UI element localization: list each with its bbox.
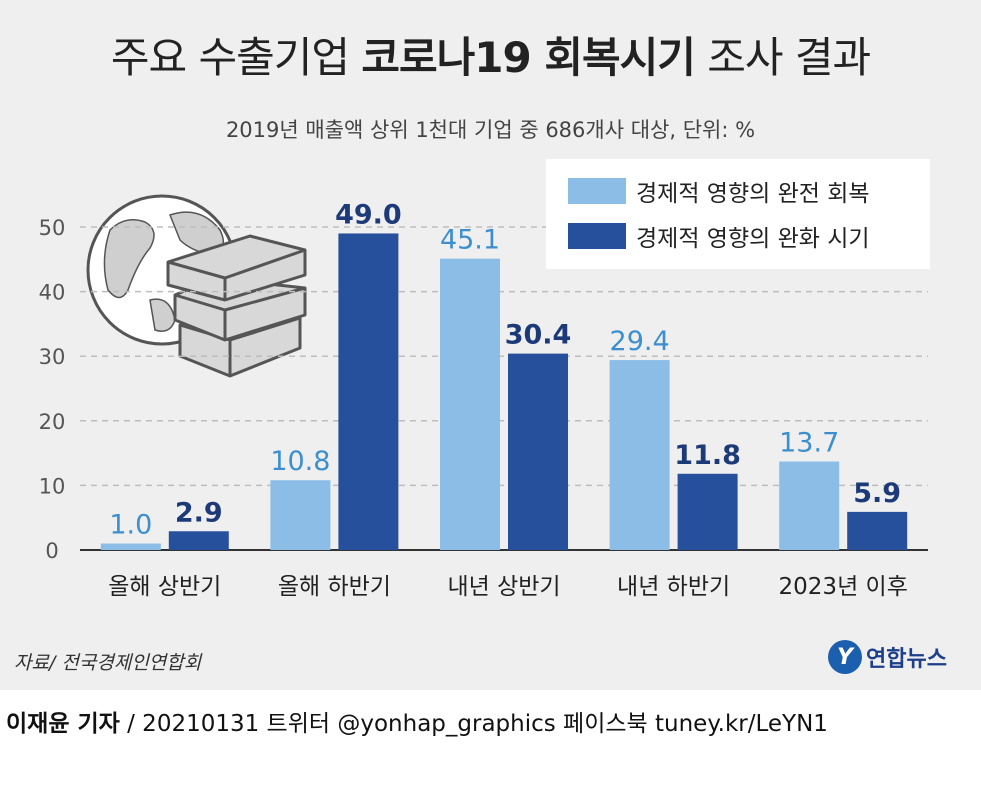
page-title: 주요 수출기업 코로나19 회복시기 조사 결과 xyxy=(0,24,981,85)
chart-subtitle: 2019년 매출액 상위 1천대 기업 중 686개사 대상, 단위: % xyxy=(225,118,756,142)
title-suffix: 조사 결과 xyxy=(694,33,871,82)
data-labels: 1.0 2.9 10.8 49.0 45.1 30.4 29.4 11.8 13.7 5.9 xyxy=(109,199,901,540)
title-normal: 주요 수출기업 xyxy=(110,33,362,82)
legend-label-mitigation: 경제적 영향의 완화 시기 xyxy=(636,226,870,252)
category-label: 올해 하반기 xyxy=(278,574,391,600)
data-label: 2.9 xyxy=(175,497,223,528)
data-label: 13.7 xyxy=(779,427,839,458)
globe-with-money-icon xyxy=(86,194,307,378)
bar-mitigation xyxy=(508,353,568,550)
credit-line: 이재윤 기자 / 20210131 트위터 @yonhap_graphics 페… xyxy=(6,704,828,738)
legend-label-full-recovery: 경제적 영향의 완전 회복 xyxy=(636,181,870,207)
yonhap-logo-icon: Y xyxy=(828,640,862,674)
legend-swatch-full-recovery xyxy=(568,178,626,204)
bar-mitigation xyxy=(677,473,738,550)
y-tick-label: 10 xyxy=(39,474,66,498)
category-label: 내년 하반기 xyxy=(617,574,730,600)
y-tick-label: 20 xyxy=(39,410,66,434)
bar-full-recovery xyxy=(100,543,161,550)
chart-legend: 경제적 영향의 완전 회복 경제적 영향의 완화 시기 xyxy=(546,159,930,269)
data-label: 29.4 xyxy=(610,326,670,357)
source-note: 자료/ 전국경제인연합회 xyxy=(14,652,202,674)
y-tick-label: 0 xyxy=(45,539,58,563)
x-axis: 올해 상반기 올해 하반기 내년 상반기 내년 하반기 2023년 이후 xyxy=(108,574,908,600)
bar-mitigation xyxy=(338,233,399,550)
reporter-name: 이재윤 기자 xyxy=(6,711,120,737)
legend-item-mitigation: 경제적 영향의 완화 시기 xyxy=(568,221,870,252)
y-tick-label: 40 xyxy=(39,281,66,305)
bar-mitigation xyxy=(847,511,908,550)
yonhap-logo-text: 연합뉴스 xyxy=(866,647,947,672)
data-label: 1.0 xyxy=(109,510,152,541)
bar-full-recovery xyxy=(779,461,840,550)
credit-details: / 20210131 트위터 @yonhap_graphics 페이스북 tun… xyxy=(119,711,828,737)
data-label: 10.8 xyxy=(270,446,330,477)
bar-full-recovery xyxy=(440,258,500,550)
y-tick-label: 30 xyxy=(39,345,66,369)
title-bold: 코로나19 회복시기 xyxy=(361,33,696,82)
legend-item-full-recovery: 경제적 영향의 완전 회복 xyxy=(568,176,870,207)
data-label: 5.9 xyxy=(853,478,901,509)
data-label: 30.4 xyxy=(505,320,572,351)
category-label: 2023년 이후 xyxy=(779,574,908,600)
legend-swatch-mitigation xyxy=(568,223,626,249)
category-label: 내년 상반기 xyxy=(447,574,560,600)
bar-full-recovery xyxy=(270,480,331,550)
bars xyxy=(100,233,908,550)
data-label: 45.1 xyxy=(440,225,500,256)
y-tick-label: 50 xyxy=(39,216,66,240)
category-label: 올해 상반기 xyxy=(108,574,221,600)
yonhap-logo: Y 연합뉴스 xyxy=(828,640,947,674)
bar-full-recovery xyxy=(609,360,670,550)
bar-chart: 0 10 20 30 40 50 1.0 2.9 10.8 49.0 45.1 30.4 29.4 11… xyxy=(39,194,928,600)
data-label: 49.0 xyxy=(335,199,402,230)
bar-mitigation xyxy=(168,531,229,550)
data-label: 11.8 xyxy=(674,440,741,471)
